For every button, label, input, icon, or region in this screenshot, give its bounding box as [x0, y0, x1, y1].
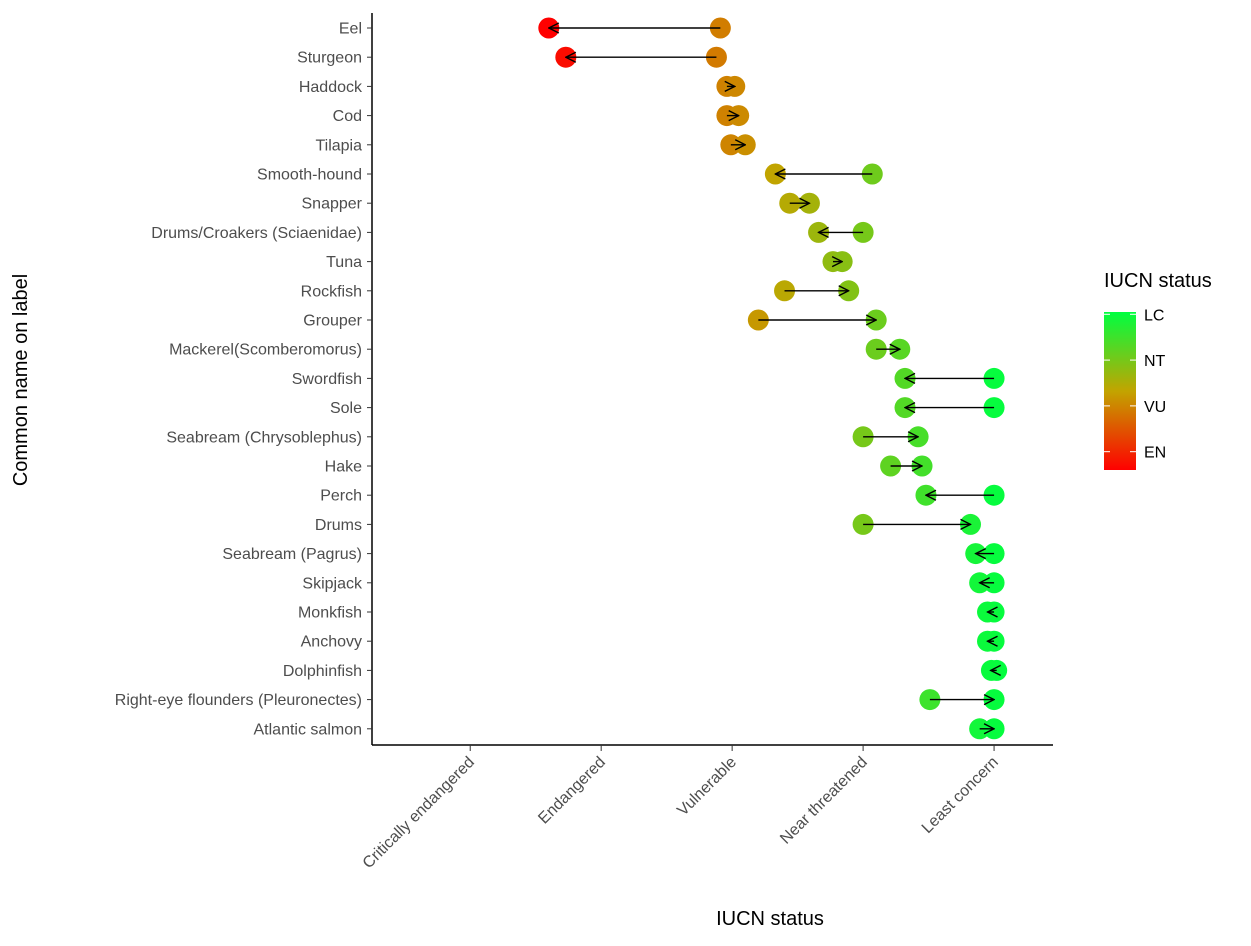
series-row	[977, 601, 1005, 623]
y-tick-label: Monkfish	[298, 605, 362, 622]
series-row	[555, 46, 727, 68]
series-row	[915, 484, 1005, 506]
x-tick-label: Near threatened	[777, 754, 871, 848]
y-tick-label: Tilapia	[315, 137, 362, 154]
x-axis: Critically endangered Endangered Vulnerabl…	[360, 744, 1053, 872]
series-row	[747, 309, 887, 331]
series-row	[764, 163, 883, 185]
y-tick-label: Drums/Croakers (Sciaenidae)	[151, 225, 362, 242]
y-tick-label: Dolphinfish	[283, 663, 362, 680]
series-row	[716, 75, 746, 97]
series-row	[880, 455, 933, 477]
y-tick-label: Right-eye flounders (Pleuronectes)	[115, 692, 362, 709]
x-tick-label: Endangered	[535, 754, 609, 828]
y-tick-label: Atlantic salmon	[254, 721, 363, 738]
y-tick-label: Mackerel(Scomberomorus)	[169, 342, 362, 359]
series-row	[969, 718, 1005, 740]
series-row	[980, 659, 1008, 681]
legend-title: IUCN status	[1104, 270, 1212, 292]
y-tick-label: Eel	[339, 21, 362, 38]
x-tick-label: Least concern	[919, 754, 1002, 837]
y-tick-label: Drums	[315, 517, 362, 534]
y-tick-label: Smooth-hound	[257, 167, 362, 184]
series-row	[822, 251, 853, 273]
legend-colorbar	[1104, 312, 1136, 470]
y-tick-label: Tuna	[326, 254, 362, 271]
series-row	[720, 134, 756, 156]
series-row	[716, 105, 750, 127]
series-row	[779, 192, 820, 214]
legend-label: VU	[1144, 399, 1166, 416]
plot-marks	[538, 17, 1008, 740]
series-row	[894, 397, 1005, 419]
y-tick-label: Seabream (Pagrus)	[222, 546, 362, 563]
series-row	[852, 513, 981, 535]
y-tick-label: Haddock	[299, 79, 363, 96]
series-row	[808, 221, 874, 243]
x-axis-title: IUCN status	[716, 908, 824, 930]
series-row	[965, 543, 1005, 565]
legend-label: LC	[1144, 307, 1164, 324]
legend: IUCN status LC NT VU EN	[1104, 270, 1212, 470]
y-tick-label: Perch	[320, 488, 362, 505]
legend-ticks: LC NT VU EN	[1104, 307, 1166, 462]
series-row	[852, 426, 929, 448]
series-row	[969, 572, 1005, 594]
series-row	[894, 367, 1005, 389]
series-row	[865, 338, 911, 360]
legend-label: EN	[1144, 445, 1166, 462]
legend-label: NT	[1144, 353, 1166, 370]
y-tick-label: Rockfish	[301, 283, 362, 300]
y-axis: Eel Sturgeon Haddock Cod Tilapia Smooth-hound…	[115, 13, 373, 745]
y-tick-label: Grouper	[303, 313, 362, 330]
series-row	[774, 280, 860, 302]
y-axis-title: Common name on label	[10, 274, 32, 486]
y-tick-label: Anchovy	[301, 634, 362, 651]
series-row	[919, 689, 1005, 711]
y-tick-label: Sole	[330, 400, 362, 417]
y-tick-label: Swordfish	[292, 371, 362, 388]
y-tick-label: Sturgeon	[297, 50, 362, 67]
y-tick-label: Snapper	[302, 196, 363, 213]
y-tick-label: Seabream (Chrysoblephus)	[166, 429, 362, 446]
y-tick-label: Hake	[325, 459, 362, 476]
series-row	[538, 17, 731, 39]
x-tick-label: Critically endangered	[360, 754, 478, 872]
series-row	[977, 630, 1005, 652]
y-tick-label: Skipjack	[302, 575, 363, 592]
x-tick-label: Vulnerable	[674, 754, 740, 820]
y-tick-label: Cod	[333, 108, 362, 125]
